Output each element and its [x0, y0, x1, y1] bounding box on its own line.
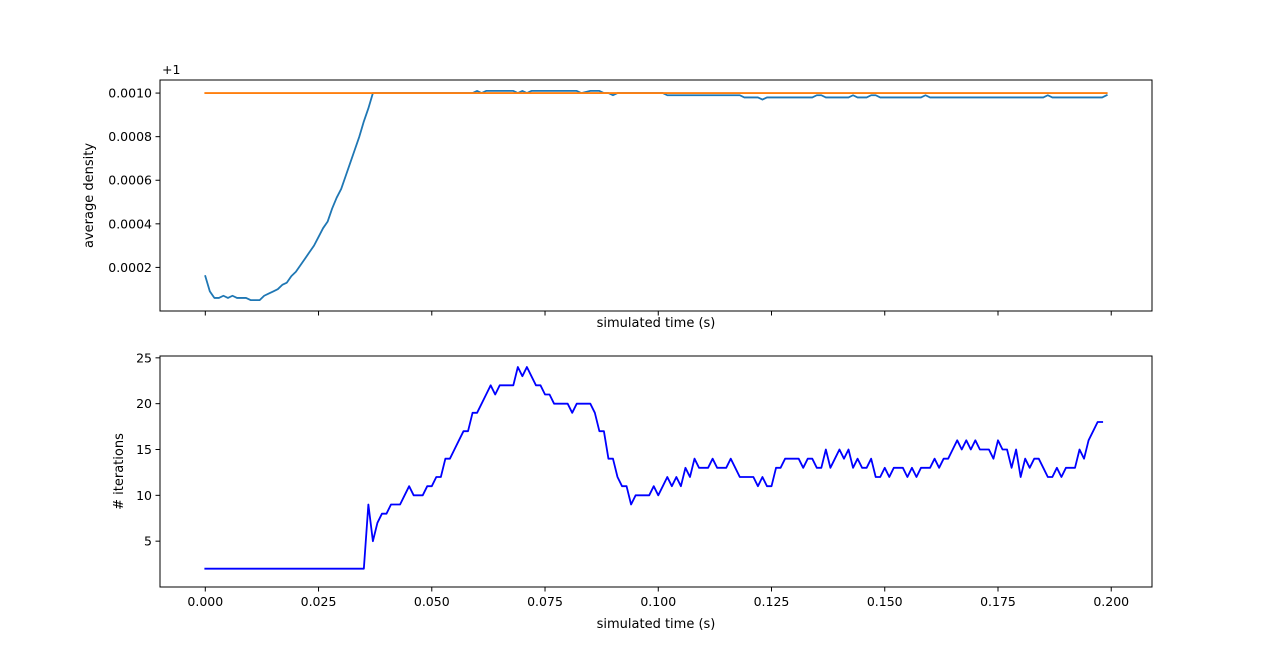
iterations-y-tick-label: 20: [136, 396, 152, 411]
iterations-y-axis-label: # iterations: [112, 433, 127, 510]
iterations-series-line-0: [204, 366, 1104, 570]
iterations-ticks-layer: 0.000 0.025 0.050 0.075 0.100 0.125 0.150 0.175…: [136, 350, 1129, 609]
density-axes-frame: [159, 79, 1153, 312]
density-y-tick-label: 0.0006: [108, 173, 152, 188]
density-y-tick-label: 0.0008: [108, 129, 152, 144]
iterations-x-tick-label: 0.175: [980, 594, 1016, 609]
density-series-layer: [204, 90, 1108, 302]
iterations-x-tick-label: 0.100: [640, 594, 676, 609]
density-y-tick-label: 0.0002: [108, 260, 152, 275]
density-y-tick-label: 0.0004: [108, 216, 152, 231]
iterations-x-tick-label: 0.200: [1093, 594, 1129, 609]
iterations-x-tick-label: 0.025: [301, 594, 337, 609]
iterations-y-tick-label: 10: [136, 488, 152, 503]
density-axes: 0.0002 0.0004 0.0006 0.0008 0.0010 +1 simula…: [82, 62, 1153, 331]
iterations-series-layer: [204, 366, 1104, 570]
density-series-line-0: [204, 90, 1108, 302]
iterations-y-tick-label: 15: [136, 442, 152, 457]
iterations-x-tick-label: 0.125: [754, 594, 790, 609]
iterations-axes: 0.000 0.025 0.050 0.075 0.100 0.125 0.150 0.175…: [112, 350, 1153, 632]
iterations-x-tick-label: 0.050: [414, 594, 450, 609]
density-ticks-layer: 0.0002 0.0004 0.0006 0.0008 0.0010: [108, 86, 1112, 316]
iterations-x-tick-label: 0.150: [867, 594, 903, 609]
density-x-axis-label: simulated time (s): [597, 316, 716, 331]
iterations-axes-frame: [159, 355, 1153, 588]
density-offset-label: +1: [162, 62, 180, 77]
density-y-tick-label: 0.0010: [108, 86, 152, 101]
iterations-y-tick-label: 5: [144, 534, 152, 549]
iterations-x-tick-label: 0.000: [187, 594, 223, 609]
iterations-x-axis-label: simulated time (s): [597, 617, 716, 632]
density-y-axis-label: average density: [82, 143, 97, 248]
iterations-x-tick-label: 0.075: [527, 594, 563, 609]
iterations-y-tick-label: 25: [136, 350, 152, 365]
